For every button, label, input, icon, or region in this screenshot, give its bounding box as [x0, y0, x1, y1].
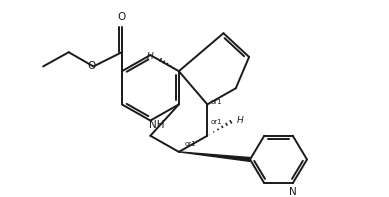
Text: O: O: [118, 12, 126, 22]
Text: or1: or1: [184, 141, 196, 147]
Text: or1: or1: [211, 98, 223, 105]
Text: O: O: [88, 61, 96, 72]
Text: NH: NH: [149, 120, 165, 130]
Text: N: N: [289, 187, 297, 197]
Text: or1: or1: [211, 119, 223, 125]
Polygon shape: [179, 152, 250, 161]
Text: H: H: [237, 116, 244, 125]
Text: H: H: [147, 52, 154, 61]
